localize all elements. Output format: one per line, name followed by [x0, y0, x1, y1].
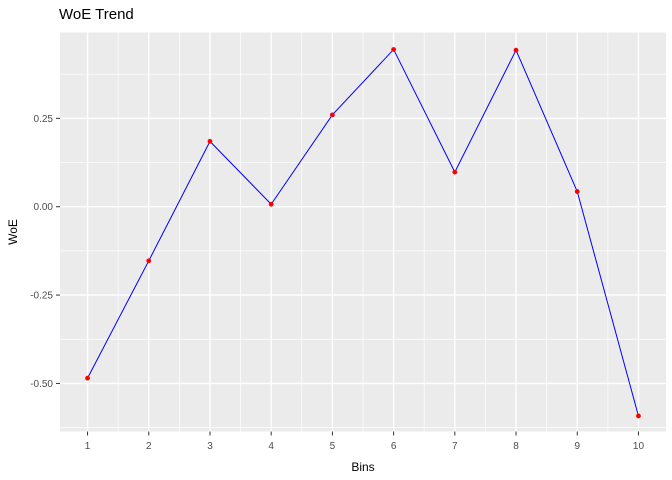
plot-title: WoE Trend	[59, 6, 134, 23]
y-axis-title: WoE	[6, 219, 20, 245]
x-tick-label: 3	[207, 441, 213, 452]
data-point	[85, 375, 90, 381]
x-tick-label: 10	[633, 441, 645, 452]
x-axis-title: Bins	[351, 460, 375, 474]
data-point	[452, 169, 458, 175]
x-tick-label: 8	[513, 441, 519, 452]
y-tick-label: -0.25	[30, 291, 53, 302]
x-tick-label: 6	[391, 441, 397, 452]
y-tick-label: -0.50	[30, 379, 53, 390]
y-tick-label: 0.00	[34, 202, 54, 213]
x-tick-label: 7	[452, 441, 458, 452]
data-point	[636, 413, 641, 419]
x-tick-label: 5	[330, 441, 336, 452]
data-point	[207, 138, 213, 144]
x-tick-label: 2	[146, 441, 152, 452]
x-tick-label: 1	[85, 441, 91, 452]
x-tick-label: 9	[574, 441, 580, 452]
y-tick-label: 0.25	[34, 114, 54, 125]
data-point	[146, 258, 152, 264]
data-point	[574, 189, 580, 194]
data-point	[329, 112, 335, 118]
data-point	[268, 201, 274, 207]
x-tick-label: 4	[268, 441, 274, 452]
data-point	[513, 47, 519, 53]
data-point	[391, 47, 397, 52]
trend-line	[87, 48, 639, 417]
